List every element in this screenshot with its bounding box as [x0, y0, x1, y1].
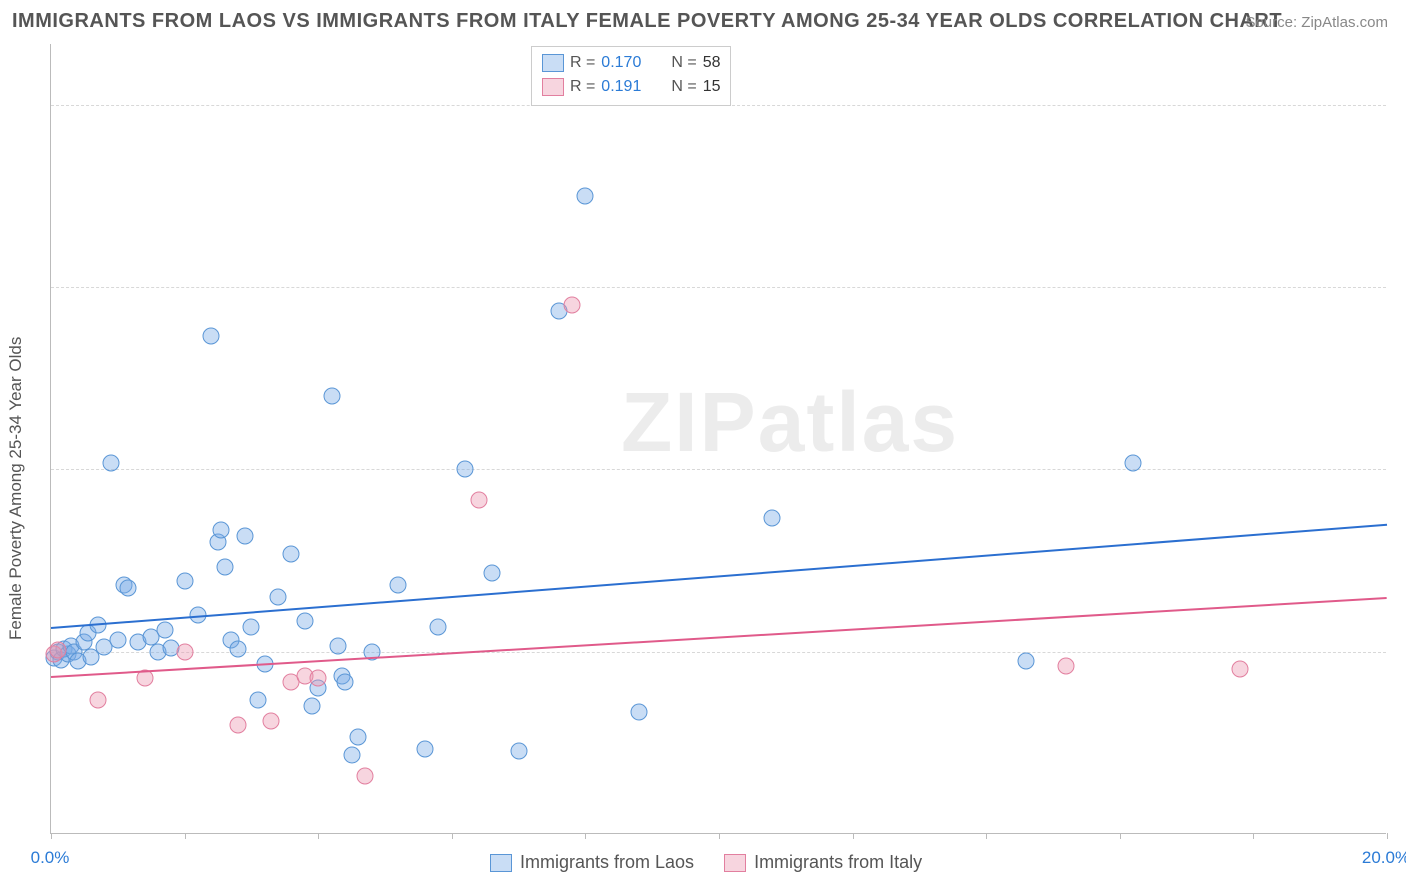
x-tick	[1387, 833, 1388, 839]
x-tick-label: 0.0%	[31, 848, 70, 868]
legend-item-label: Immigrants from Italy	[754, 852, 922, 873]
legend-r-value: 0.191	[601, 78, 641, 96]
watermark: ZIPatlas	[621, 374, 959, 471]
scatter-point	[457, 461, 474, 478]
scatter-point	[323, 388, 340, 405]
scatter-point	[49, 642, 66, 659]
legend-stats-row: R = 0.191 N = 15	[542, 75, 721, 99]
scatter-point	[343, 747, 360, 764]
trend-line	[51, 597, 1387, 678]
scatter-point	[336, 674, 353, 691]
scatter-point	[296, 613, 313, 630]
scatter-point	[216, 558, 233, 575]
x-tick	[51, 833, 52, 839]
legend-swatch	[542, 54, 564, 72]
legend-n-label: N =	[671, 54, 696, 72]
scatter-point	[176, 573, 193, 590]
scatter-point	[430, 619, 447, 636]
x-tick	[719, 833, 720, 839]
scatter-point	[470, 491, 487, 508]
watermark-bold: ZIP	[621, 375, 758, 469]
scatter-point	[350, 728, 367, 745]
scatter-point	[564, 297, 581, 314]
scatter-point	[236, 528, 253, 545]
scatter-point	[1125, 455, 1142, 472]
scatter-point	[510, 743, 527, 760]
legend-item-label: Immigrants from Laos	[520, 852, 694, 873]
scatter-point	[103, 455, 120, 472]
x-tick	[853, 833, 854, 839]
legend-r-label: R =	[570, 78, 595, 96]
scatter-point	[230, 716, 247, 733]
scatter-point	[89, 692, 106, 709]
x-tick	[452, 833, 453, 839]
scatter-point	[1018, 653, 1035, 670]
scatter-point	[176, 643, 193, 660]
x-tick-label: 20.0%	[1362, 848, 1406, 868]
gridline	[51, 469, 1386, 470]
legend-swatch	[724, 854, 746, 872]
scatter-point	[243, 619, 260, 636]
scatter-point	[203, 327, 220, 344]
y-axis-label: Female Poverty Among 25-34 Year Olds	[6, 337, 26, 640]
legend-r-value: 0.170	[601, 54, 641, 72]
scatter-point	[1058, 658, 1075, 675]
scatter-point	[483, 564, 500, 581]
x-tick	[185, 833, 186, 839]
legend-swatch	[490, 854, 512, 872]
x-tick	[585, 833, 586, 839]
scatter-point	[119, 580, 136, 597]
scatter-point	[577, 187, 594, 204]
x-tick	[1120, 833, 1121, 839]
legend-n-value: 58	[703, 54, 721, 72]
x-tick	[986, 833, 987, 839]
legend-item: Immigrants from Laos	[490, 852, 694, 873]
scatter-point	[630, 704, 647, 721]
legend-stats-row: R = 0.170 N = 58	[542, 51, 721, 75]
legend-item: Immigrants from Italy	[724, 852, 922, 873]
legend-stats: R = 0.170 N = 58 R = 0.191 N = 15	[531, 46, 732, 106]
legend-n-value: 15	[703, 78, 721, 96]
scatter-point	[390, 576, 407, 593]
scatter-point	[263, 712, 280, 729]
scatter-point	[230, 641, 247, 658]
scatter-point	[764, 510, 781, 527]
legend-r-label: R =	[570, 54, 595, 72]
legend-n-label: N =	[671, 78, 696, 96]
scatter-point	[310, 670, 327, 687]
x-tick	[318, 833, 319, 839]
scatter-point	[330, 637, 347, 654]
plot-area: ZIPatlas 15.0%30.0%45.0%60.0%	[50, 44, 1386, 834]
legend-bottom: Immigrants from Laos Immigrants from Ital…	[490, 852, 922, 873]
scatter-point	[356, 767, 373, 784]
chart-title: IMMIGRANTS FROM LAOS VS IMMIGRANTS FROM …	[12, 10, 1282, 33]
scatter-point	[270, 589, 287, 606]
scatter-point	[417, 740, 434, 757]
scatter-point	[156, 621, 173, 638]
scatter-point	[213, 522, 230, 539]
gridline	[51, 287, 1386, 288]
gridline	[51, 652, 1386, 653]
scatter-point	[1232, 660, 1249, 677]
scatter-point	[283, 546, 300, 563]
watermark-light: atlas	[758, 375, 959, 469]
source-attribution: Source: ZipAtlas.com	[1245, 14, 1388, 31]
scatter-point	[250, 692, 267, 709]
scatter-point	[109, 631, 126, 648]
legend-swatch	[542, 78, 564, 96]
x-tick	[1253, 833, 1254, 839]
scatter-point	[303, 698, 320, 715]
